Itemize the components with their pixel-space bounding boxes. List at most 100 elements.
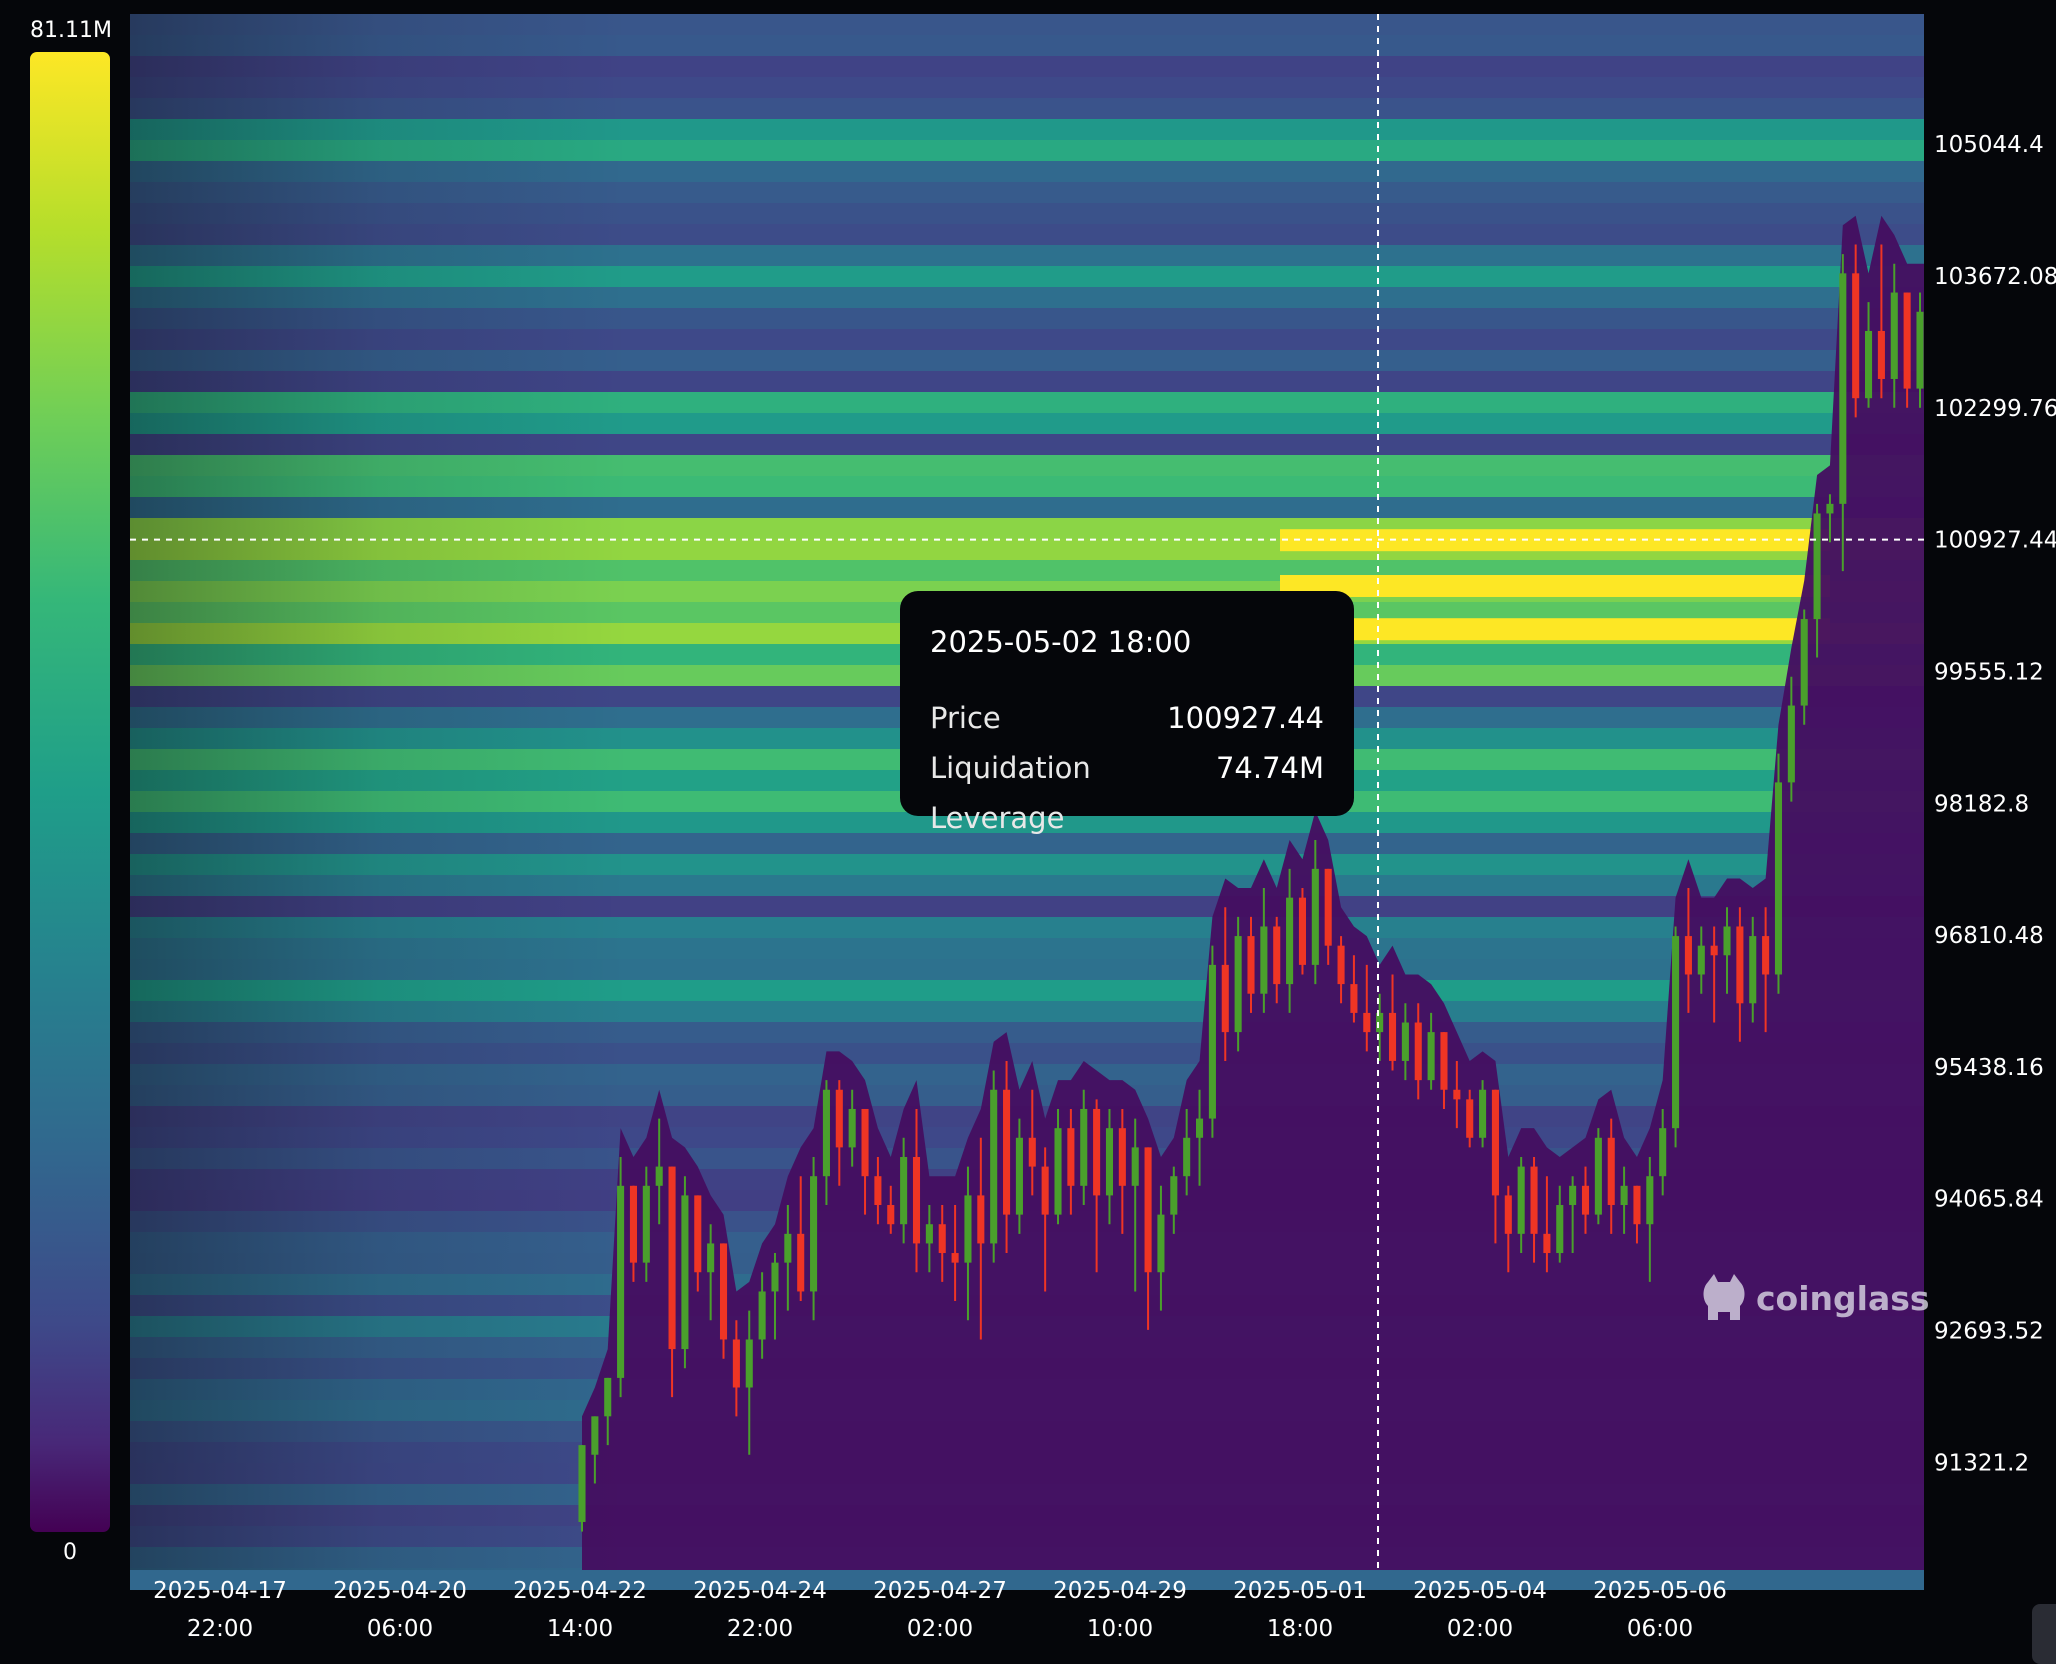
candle-down [1118,1128,1126,1186]
candle-up [1427,1032,1435,1081]
candle-up [1196,1118,1204,1138]
candle-up [578,1445,586,1522]
candle-up [604,1377,612,1417]
candle-up [964,1195,972,1263]
candle-up [617,1185,625,1378]
heatmap-hot-band [1280,529,1830,552]
y-tick-label: 96810.48 [1934,923,2044,949]
candle-down [938,1224,946,1254]
candle-up [1376,1012,1384,1033]
candle-down [1710,945,1718,956]
y-tick-label: 103672.08 [1934,264,2056,290]
candle-down [1247,936,1255,994]
candle-down [1003,1089,1011,1215]
x-tick-date: 2025-04-24 [693,1578,827,1604]
candle-up [1569,1185,1577,1206]
candle-down [629,1185,637,1263]
candle-up [1774,782,1783,975]
candle-up [1723,926,1731,956]
x-tick-time: 22:00 [727,1616,793,1642]
candle-up [1890,292,1898,379]
candle-down [1324,868,1332,946]
y-tick-label: 91321.2 [1934,1450,2029,1476]
candle-down [951,1253,959,1263]
candle-up [1517,1166,1525,1234]
corner-button[interactable] [2032,1604,2056,1664]
x-tick-date: 2025-04-29 [1053,1578,1187,1604]
candle-up [1916,311,1924,389]
candle-up [1183,1137,1191,1177]
candle-up [707,1243,715,1273]
candle-down [1491,1089,1499,1196]
candle-up [1401,1022,1409,1061]
candle-down [1607,1137,1615,1206]
candle-up [1646,1176,1654,1225]
candle-down [1453,1089,1461,1100]
heatmap-left-fade [130,14,630,1570]
candle-down [1762,936,1770,975]
x-tick-date: 2025-04-22 [513,1578,647,1604]
y-tick-label: 95438.16 [1934,1055,2044,1081]
candle-up [642,1185,650,1263]
x-tick-time: 14:00 [547,1616,613,1642]
candle-down [1877,330,1885,379]
candle-up [1131,1147,1139,1186]
heatmap-band [130,1568,1924,1590]
candle-down [1388,1012,1397,1061]
candle-up [1787,705,1795,783]
tooltip-price-value: 100927.44 [1167,701,1324,735]
candle-down [1363,1012,1371,1033]
tooltip-leverage-row: Liquidation Leverage 74.74M [930,743,1324,843]
y-tick-label: 94065.84 [1934,1187,2044,1213]
candle-up [1479,1089,1487,1138]
candle-up [1659,1128,1667,1177]
candle-down [1852,273,1860,399]
y-tick-label: 92693.52 [1934,1318,2044,1344]
candle-up [1865,330,1873,399]
candle-up [810,1176,818,1292]
colorbar-min-label: 0 [63,1540,77,1565]
x-tick-date: 2025-04-27 [873,1578,1007,1604]
candle-down [1067,1128,1075,1186]
y-tick-label: 105044.4 [1934,132,2044,158]
candle-down [1093,1108,1101,1196]
candle-down [1903,292,1911,389]
colorbar [30,52,110,1532]
candle-down [1684,936,1692,975]
candle-down [732,1339,740,1388]
tooltip-price-row: Price 100927.44 [930,693,1324,743]
candle-up [1157,1214,1165,1273]
tooltip-leverage-value: 74.74M [1215,751,1324,785]
candle-up [655,1166,663,1186]
candle-up [1839,273,1847,504]
candle-down [1581,1185,1590,1215]
candle-down [1466,1099,1474,1138]
candle-down [887,1205,895,1225]
candle-down [1350,984,1358,1013]
candle-down [1273,926,1281,985]
candle-up [822,1089,830,1177]
watermark-text: coinglass [1756,1278,1930,1318]
candle-down [1298,897,1306,965]
candle-up [1080,1108,1088,1186]
x-axis: 2025-04-17 22:00 2025-04-20 06:00 2025-04-22… [153,1578,1727,1642]
candle-down [1144,1147,1152,1273]
candle-up [1826,503,1834,514]
tooltip: 2025-05-02 18:00 Price 100927.44 Liquida… [900,591,1354,835]
x-tick-time: 02:00 [1447,1616,1513,1642]
candle-down [874,1176,882,1206]
tooltip-price-label: Price [930,701,1001,735]
candle-down [719,1243,728,1340]
candle-down [1337,945,1345,985]
candle-down [1028,1137,1036,1167]
x-tick-time: 06:00 [367,1616,433,1642]
y-axis: 105044.4 103672.08 102299.76 100927.44 99555… [1934,132,2056,1476]
candle-up [1749,936,1757,1004]
candle-down [1440,1032,1448,1090]
candle-up [1054,1128,1062,1215]
heatmap-hot-band [1280,574,1830,597]
candle-up [758,1291,766,1340]
candle-up [990,1089,998,1244]
candle-down [1530,1166,1538,1234]
